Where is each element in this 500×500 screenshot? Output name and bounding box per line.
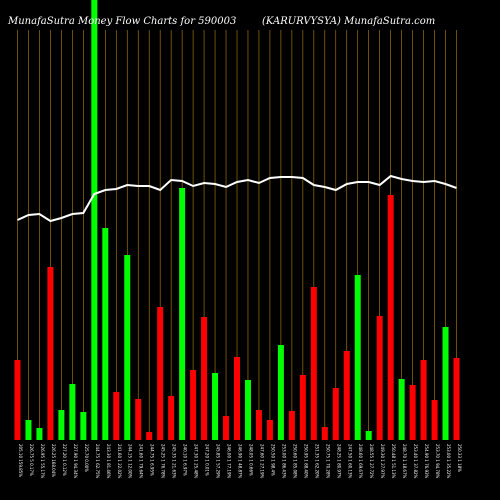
bar xyxy=(387,195,394,440)
bar xyxy=(431,400,438,440)
x-tick-label: 245.85 1 57.29% xyxy=(216,444,221,479)
x-tick-label: 226.25 168.04% xyxy=(51,444,56,477)
money-flow-line xyxy=(17,174,457,223)
x-tick-label: 250.33 1 18% xyxy=(457,444,462,472)
x-tick-label: 253.40 1 37.82% xyxy=(413,444,418,479)
x-tick-label: 246.90 1 48.87% xyxy=(238,444,243,479)
x-tick-label: 248.55 1 27.72% xyxy=(369,444,374,479)
x-tick-label: 227.20 1 0.12% xyxy=(62,444,67,476)
x-tick-label: 253.00 1 86.43% xyxy=(281,444,286,479)
bar xyxy=(343,351,350,440)
x-tick-label: 250.50 1 98.4% xyxy=(270,444,275,476)
x-tick-label: 253.00 1 35.22% xyxy=(446,444,451,479)
bar xyxy=(376,316,383,440)
bar xyxy=(179,188,186,440)
x-tick-label: 246.00 1 77.19% xyxy=(227,444,232,479)
x-tick-label: 225.70 0.00% xyxy=(84,444,89,472)
bar xyxy=(190,370,197,440)
flow-line xyxy=(17,174,457,223)
bar xyxy=(299,375,306,440)
bar xyxy=(420,360,427,440)
bar xyxy=(453,358,460,440)
x-tick-label: 247.60 1 27.19% xyxy=(259,444,264,479)
x-tick-label: 248.05 1 0.66% xyxy=(248,444,253,476)
bar xyxy=(310,287,317,440)
x-tick-label: 248.70 1 18.67% xyxy=(402,444,407,479)
x-tick-label: 247.20 1 0.01% xyxy=(205,444,210,476)
bar xyxy=(277,345,284,440)
x-tick-label: 249.30 1 27.97% xyxy=(380,444,385,479)
bar xyxy=(244,380,251,440)
x-tick-label: 241.60 1 79.64% xyxy=(139,444,144,479)
x-tick-label: 226.75 5 0.17% xyxy=(29,444,34,476)
chart-title: MunafaSutra Money Flow Charts for 590003 xyxy=(7,16,236,27)
bar xyxy=(212,373,219,440)
x-tick-label: 244.75 1 62.75% xyxy=(95,444,100,479)
x-tick-label: 245.35 1 21.63% xyxy=(172,444,177,479)
bar xyxy=(135,399,142,440)
bar xyxy=(234,357,240,440)
x-tick-label: 253.70 1 94.78% xyxy=(435,444,440,479)
bar xyxy=(157,307,164,440)
x-tick-label: 251.35 1 62.20% xyxy=(314,444,319,479)
x-tick-label: 205.10 159.85% xyxy=(18,444,23,477)
bar xyxy=(255,410,262,440)
bar xyxy=(365,431,372,440)
bar xyxy=(91,0,98,440)
bar xyxy=(321,427,328,440)
site-credit: (KARURVYSYA) MunafaSutra.com xyxy=(262,16,435,27)
bar xyxy=(80,412,87,440)
bar xyxy=(69,384,76,440)
bar xyxy=(102,228,109,440)
bar xyxy=(332,388,339,440)
x-tick-label: 244.15 1 12.00% xyxy=(128,444,133,479)
x-tick-label: 241.60 1 22.02% xyxy=(117,444,122,479)
x-tick-labels: 205.10 159.85% 226.75 5 0.17% 226.95 1 55.… xyxy=(18,444,462,479)
bar xyxy=(113,392,120,440)
bar xyxy=(168,396,175,440)
bar xyxy=(288,411,295,440)
x-tick-label: 247.50 1 60.13% xyxy=(347,444,352,479)
x-tick-label: 248.25 1 80.97% xyxy=(336,444,341,479)
x-tick-label: 243.30 1 81.46% xyxy=(106,444,111,479)
bar xyxy=(36,428,43,440)
x-tick-label: 254.90 1 76.93% xyxy=(424,444,429,479)
bar xyxy=(442,327,449,440)
bar xyxy=(25,420,32,440)
x-tick-label: 245.25 1 76.78% xyxy=(161,444,166,479)
bar xyxy=(201,317,208,440)
bar xyxy=(58,410,65,440)
bar xyxy=(47,267,54,440)
x-tick-label: 250.95 1 88.40% xyxy=(303,444,308,479)
x-tick-label: 227.90 1 94.34% xyxy=(73,444,78,479)
x-tick-label: 250.75 1 70.28% xyxy=(325,444,330,479)
bar xyxy=(409,385,416,440)
bar xyxy=(398,379,405,440)
x-tick-label: 244.75 1 6.95% xyxy=(150,444,155,476)
x-tick-label: 226.95 1 55.17% xyxy=(40,444,45,479)
x-tick-label: 240.10 1 6.97% xyxy=(183,444,188,476)
bar xyxy=(124,255,131,440)
bar xyxy=(14,360,21,440)
x-tick-label: 250.60 1 85.08% xyxy=(292,444,297,479)
x-tick-label: 248.60 1 69.67% xyxy=(358,444,363,479)
bars xyxy=(14,0,460,440)
bar xyxy=(266,420,273,440)
x-tick-label: 247.30 1 25.48% xyxy=(194,444,199,479)
bar xyxy=(146,432,153,440)
x-tick-label: 250.48 1 51.13% xyxy=(391,444,396,479)
bar xyxy=(223,416,230,440)
bar xyxy=(354,275,361,440)
